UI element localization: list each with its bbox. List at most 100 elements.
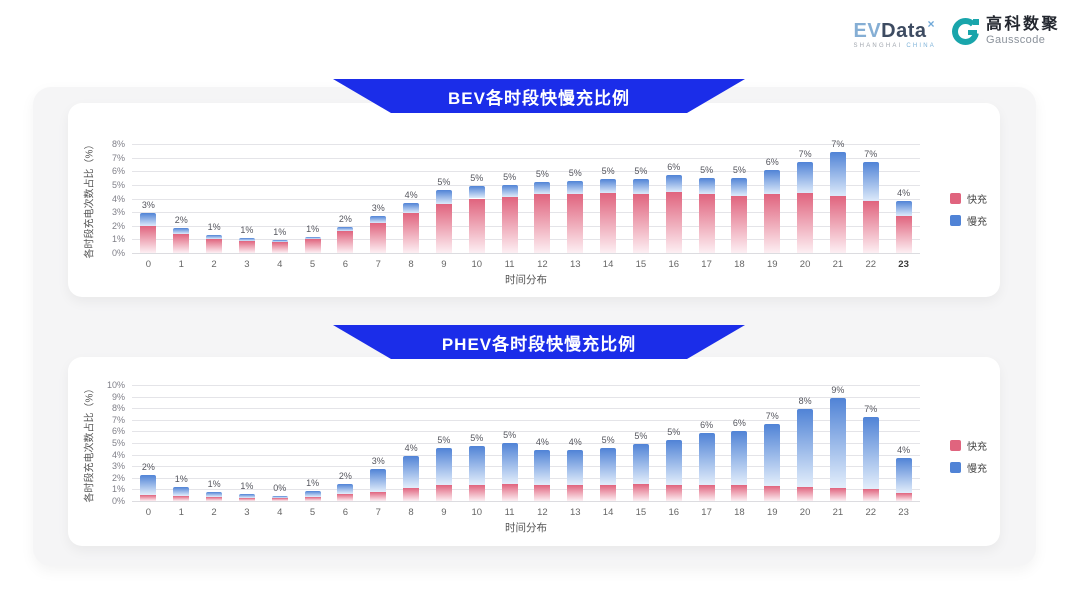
legend-label: 快充 bbox=[967, 195, 987, 206]
phev-chart-title: PHEV各时段快慢充比例 bbox=[441, 334, 637, 354]
bar-value-label: 5% bbox=[470, 433, 484, 444]
bar-segment-slow bbox=[895, 201, 912, 217]
bar-value-label: 4% bbox=[535, 436, 549, 447]
x-axis-title: 时间分布 bbox=[505, 274, 547, 286]
gridline bbox=[132, 198, 920, 200]
bar-segment-fast bbox=[140, 495, 157, 501]
bar-segment-slow bbox=[665, 175, 682, 192]
bar-value-label: 1% bbox=[240, 481, 254, 492]
bar-segment-slow bbox=[271, 495, 288, 499]
gridline bbox=[132, 419, 920, 421]
bar-value-label: 4% bbox=[897, 445, 911, 456]
bar-segment-fast bbox=[600, 484, 617, 501]
evdata-data-text: Data bbox=[881, 20, 927, 42]
x-tick-label: 19 bbox=[766, 259, 778, 270]
bar-value-label: 5% bbox=[601, 434, 615, 445]
x-tick-label: 15 bbox=[635, 259, 647, 270]
bar-value-label: 4% bbox=[568, 436, 582, 447]
bar-segment-slow bbox=[403, 456, 420, 489]
bar-value-label: 5% bbox=[568, 167, 582, 178]
bev-title-banner: BEV各时段快慢充比例 bbox=[333, 79, 745, 113]
bar-segment-fast bbox=[370, 223, 387, 253]
bar-value-label: 7% bbox=[765, 411, 779, 422]
gausscode-name-cn: 高科数聚 bbox=[985, 16, 1060, 33]
bar-segment-slow bbox=[764, 169, 781, 195]
chart-legend: 快充 慢充 bbox=[950, 438, 987, 475]
bar-segment-fast bbox=[173, 496, 190, 501]
phev-chart-card: 0% 1% 2% 3% 4% 5% 6% 7% 8% 9% 10% 各时段充电次数占比（%） 2% 0 1%… bbox=[68, 357, 1000, 546]
bar-value-label: 3% bbox=[371, 456, 385, 467]
bar-segment-fast bbox=[206, 496, 223, 501]
gridline bbox=[132, 239, 920, 241]
bar-segment-slow bbox=[140, 213, 157, 226]
g-icon-dot bbox=[972, 18, 979, 25]
bar-value-label: 1% bbox=[207, 222, 221, 233]
bar-segment-fast bbox=[206, 239, 223, 253]
x-tick-label: 18 bbox=[734, 507, 745, 518]
x-tick-label: 16 bbox=[668, 259, 680, 270]
evdata-wordmark: EVData× bbox=[853, 18, 936, 41]
bar-segment-fast bbox=[567, 484, 584, 501]
x-tick-label: 5 bbox=[309, 507, 316, 518]
evdata-x-icon: × bbox=[927, 17, 936, 31]
bar-value-label: 7% bbox=[831, 139, 845, 150]
bar-segment-slow bbox=[140, 475, 157, 496]
legend-item: 慢充 bbox=[950, 460, 987, 475]
bar-segment-slow bbox=[764, 424, 781, 486]
bar-segment-slow bbox=[403, 202, 420, 214]
y-tick-label: 0% bbox=[111, 496, 125, 506]
x-tick-label: 0 bbox=[145, 259, 152, 270]
bar-segment-slow bbox=[862, 417, 879, 490]
y-axis-title: 各时段充电次数占比（%） bbox=[84, 139, 96, 258]
bar-value-label: 5% bbox=[667, 426, 681, 437]
bev-chart: 0% 1% 2% 3% 4% 5% 6% 7% 8% 各时段充电次数占比（%） 3% 0 2% 1 1% 2 1… bbox=[68, 103, 1000, 297]
y-tick-label: 7% bbox=[111, 152, 125, 163]
bar-segment-fast bbox=[304, 496, 321, 501]
x-tick-label: 4 bbox=[277, 259, 283, 270]
bar-segment-slow bbox=[829, 397, 846, 489]
bar-value-label: 3% bbox=[141, 200, 155, 211]
bar-segment-fast bbox=[238, 240, 255, 253]
bar-segment-fast bbox=[501, 197, 518, 253]
x-tick-label: 2 bbox=[211, 507, 217, 518]
y-tick-label: 9% bbox=[111, 391, 125, 402]
x-tick-label: 15 bbox=[635, 507, 647, 518]
gausscode-logo: 高科数聚 Gausscode bbox=[951, 16, 1060, 46]
y-tick-label: 4% bbox=[111, 449, 125, 460]
x-tick-label: 8 bbox=[408, 259, 414, 270]
y-axis-title: 各时段充电次数占比（%） bbox=[84, 383, 96, 503]
bar-segment-slow bbox=[435, 447, 452, 485]
bar-value-label: 5% bbox=[700, 165, 714, 176]
bar-value-label: 6% bbox=[667, 162, 681, 173]
gridline bbox=[132, 171, 920, 173]
y-tick-label: 4% bbox=[111, 193, 125, 204]
x-tick-label: 18 bbox=[734, 259, 745, 270]
bar-segment-slow bbox=[600, 179, 617, 194]
x-tick-label: 5 bbox=[309, 259, 316, 270]
gridline bbox=[132, 396, 920, 398]
y-tick-label: 2% bbox=[111, 220, 125, 231]
bar-segment-fast bbox=[632, 483, 649, 501]
y-tick-label: 5% bbox=[111, 179, 125, 190]
x-tick-label: 12 bbox=[537, 259, 548, 270]
evdata-tagline: SHANGHAI CHINA bbox=[853, 43, 936, 49]
bar-segment-slow bbox=[698, 178, 715, 195]
bar-value-label: 5% bbox=[535, 169, 549, 180]
bar-value-label: 0% bbox=[273, 482, 287, 493]
bar-segment-slow bbox=[731, 431, 748, 485]
x-tick-label: 1 bbox=[178, 259, 184, 270]
legend-swatch bbox=[950, 215, 961, 226]
bar-segment-fast bbox=[534, 194, 551, 253]
gridline bbox=[132, 253, 920, 254]
x-tick-label: 7 bbox=[375, 507, 381, 518]
bev-chart-title: BEV各时段快慢充比例 bbox=[448, 88, 630, 108]
bar-segment-fast bbox=[731, 195, 748, 253]
legend-item: 快充 bbox=[950, 438, 987, 453]
bar-segment-fast bbox=[140, 225, 157, 253]
gridline bbox=[132, 466, 920, 468]
bar-segment-fast bbox=[370, 491, 387, 501]
bar-value-label: 6% bbox=[732, 418, 746, 429]
bar-segment-fast bbox=[764, 194, 781, 253]
bar-segment-fast bbox=[271, 498, 288, 501]
bar-segment-slow bbox=[468, 186, 485, 199]
